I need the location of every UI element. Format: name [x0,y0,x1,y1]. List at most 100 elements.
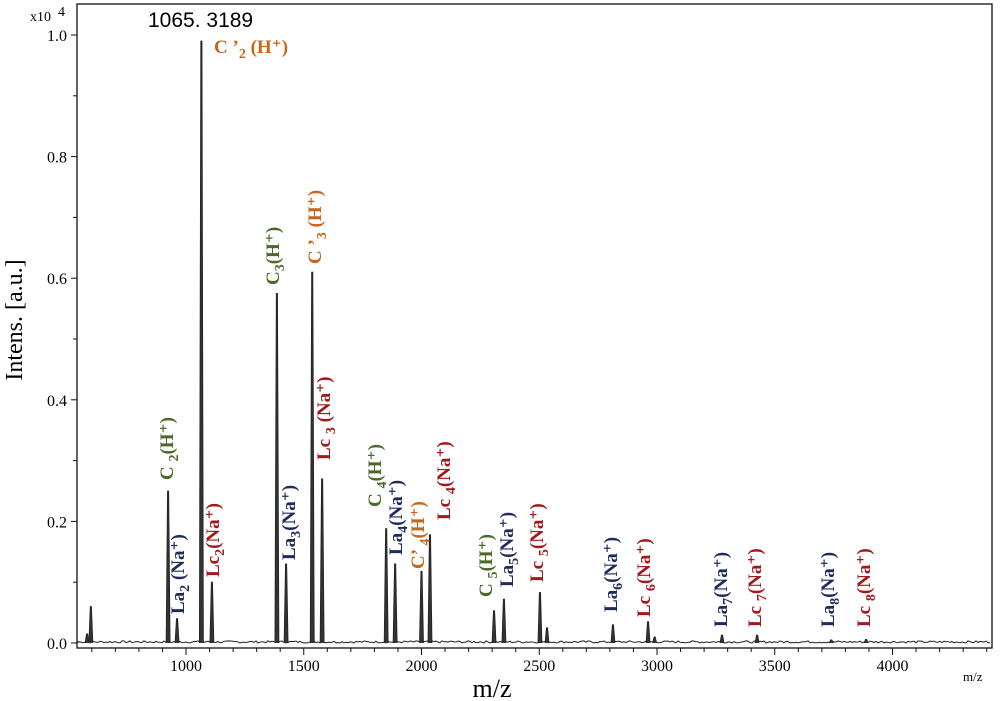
peak-label-c: C 5(H⁺) [476,534,501,597]
peak-label-subscript: 2 [167,455,182,462]
spectrum-peak [863,638,869,644]
spectrum-peak [491,610,497,644]
peak-label-ion: (Na⁺) [279,485,300,531]
spectrum-peak [419,570,424,644]
peak-label-main: La [386,532,407,555]
peak-label-la: La4(Na⁺) [386,480,411,555]
peak-label-ion: (H⁺) [365,444,386,481]
spectrum-peak [392,563,398,644]
peak-label-ion: (Na⁺) [854,548,875,594]
peak-label-ion: (Na⁺) [203,503,224,549]
peak-label-ion: (Na⁺) [434,441,455,487]
x-tick-label: 2500 [523,658,555,675]
peak-label-main: C ’ [214,37,239,58]
spectrum-peak [645,621,651,644]
peak-label-ion: (H⁺) [157,417,178,454]
peak-label-cprime: C ’2 (H⁺) [214,37,288,62]
peak-mass-annotation: 1065. 3189 [148,9,253,32]
peak-label-subscript: 6 [644,584,659,591]
plot-frame [76,3,993,649]
spectrum-peak [88,606,94,644]
peak-label-ion: (Na⁺) [314,376,335,427]
spectrum-peak [544,627,550,644]
peak-label-cprime: C ’3 (H⁺) [305,190,330,264]
peak-label-subscript: 5 [486,572,501,579]
peak-label-subscript: 5 [537,549,552,556]
peak-label-subscript: 7 [755,594,770,601]
peak-label-c: C 2(H⁺) [157,417,182,480]
peak-label-c: C 4(H⁺) [365,444,390,507]
peak-label-la: La7(Na⁺) [711,552,736,627]
y-tick-label: 0.6 [47,271,67,288]
peak-label-main: La [818,604,839,627]
spectrum-peak [209,581,215,644]
x-axis-label: m/z [473,674,512,701]
peak-label-subscript: 3 [315,232,330,239]
peak-label-ion: (Na⁺) [168,534,189,585]
x-tick-label: 2000 [406,658,438,675]
peak-label-subscript: 2 [178,585,193,592]
y-tick-label: 0.0 [47,636,67,653]
spectrum-peak [84,633,90,644]
peak-label-ion: (Na⁺) [386,480,407,526]
peak-label-subscript: 4 [444,487,459,494]
peak-label-main: Lc [434,494,455,520]
peak-label-main: Lc [634,591,655,617]
spectrum-peak [501,598,507,644]
peak-label-la: La2 (Na⁺) [168,534,193,614]
peak-label-main: La [168,591,189,614]
peak-label-main: C’ [408,546,429,569]
spectrum-peak [537,592,543,644]
peak-label-main: La [497,564,518,587]
peak-label-subscript: 5 [507,558,522,565]
peak-label-cprime: C’ 4(H⁺) [408,501,433,569]
peak-label-subscript: 8 [864,594,879,601]
peak-label-c: C3(H⁺) [263,227,288,285]
peak-label-ion: (Na⁺) [818,552,839,598]
peak-label-main: C [263,271,284,285]
peak-label-main: C [365,489,386,507]
peak-labels: C 2(H⁺)La2 (Na⁺)C ’2 (H⁺)Lc2(Na⁺)C3(H⁺)L… [157,37,879,627]
peak-label-subscript: 4 [418,539,433,546]
peak-label-la: La8(Na⁺) [818,552,843,627]
peak-label-ion: (H⁺) [408,501,429,538]
peak-label-ion: (H⁺) [476,534,497,571]
y-multiplier-exponent: 4 [58,5,65,20]
peak-label-ion: (H⁺) [246,37,288,58]
peak-label-main: Lc [203,556,224,577]
peak-label-main: C [476,579,497,597]
peak-label-ion: (H⁺) [263,227,284,264]
peak-label-lc: Lc 6(Na⁺) [634,538,659,617]
plot-border [76,3,993,649]
spectrum-peak [309,271,315,644]
spectrum-peak [198,40,204,644]
peak-label-main: La [711,604,732,627]
peak-label-lc: Lc 3 (Na⁺) [314,376,339,460]
x-tick-label: 1000 [170,658,202,675]
peak-label-la: La3(Na⁺) [279,485,304,560]
x-tick-label: 4000 [877,658,909,675]
peak-label-la: La6(Na⁺) [601,537,626,612]
peak-label-ion: (Na⁺) [601,537,622,583]
peak-label-ion: (Na⁺) [527,503,548,549]
y-tick-label: 0.2 [47,514,67,531]
peak-label-subscript: 4 [396,526,411,533]
peak-label-la: La5(Na⁺) [497,512,522,587]
peak-label-lc: Lc 7(Na⁺) [745,548,770,627]
peak-label-ion: (H⁺) [305,190,326,232]
spectrum-peak [828,639,834,644]
spectrum-peak [754,634,760,644]
peak-label-main: Lc [527,556,548,582]
spectrum-peak [427,534,433,644]
peak-label-main: Lc [314,434,335,460]
peak-label-main: Lc [854,601,875,627]
peak-label-main: C [157,462,178,480]
peak-label-subscript: 8 [828,598,843,605]
spectrum-peak [319,478,325,644]
y-tick-label: 0.8 [47,150,67,167]
peak-label-ion: (Na⁺) [745,548,766,594]
spectrum-peak [274,293,280,644]
peak-label-subscript: 3 [289,531,304,538]
